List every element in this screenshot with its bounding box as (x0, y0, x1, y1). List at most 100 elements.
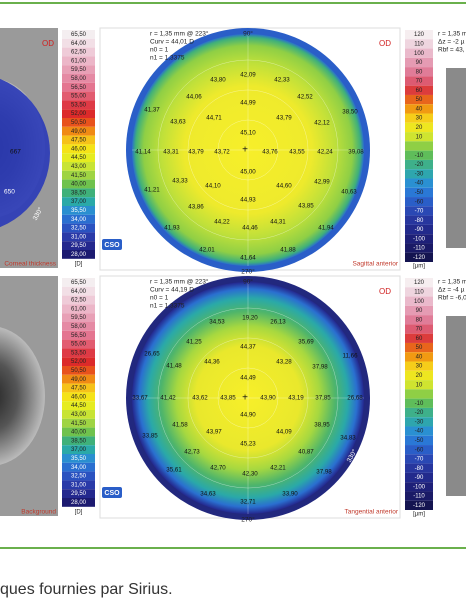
scale-label: 46,00 (71, 394, 87, 400)
scale-cell (405, 141, 433, 151)
scale-cell (62, 392, 95, 402)
scale-cell (405, 361, 433, 371)
scale-cell (405, 324, 433, 334)
scale-cell (405, 104, 433, 114)
reading: 42,21 (270, 465, 286, 472)
logo: CSO (104, 242, 120, 249)
scale-label: -40 (415, 181, 424, 187)
scale-cell (62, 286, 95, 296)
scale-cell (405, 352, 433, 362)
reading: 33,85 (142, 433, 158, 440)
scale-cell (62, 109, 95, 118)
scale-label: 50,50 (71, 120, 87, 126)
reading: 43,62 (192, 395, 208, 402)
scale-label: 47,50 (71, 386, 87, 392)
scale-label: -70 (415, 209, 424, 215)
scale-cell (62, 30, 95, 39)
map-info: Δz = -2 µ (438, 39, 465, 46)
scale-label: -90 (415, 475, 424, 481)
map-info: Rbf = 43, (438, 47, 465, 54)
scale-label: -50 (415, 438, 424, 444)
scale-label: 50 (416, 97, 423, 103)
scale-label: 64,00 (71, 41, 87, 47)
reading: 44,60 (276, 183, 292, 190)
scale-label: 90 (416, 308, 423, 314)
reading: 19,20 (242, 315, 258, 322)
scale-label: 31,00 (71, 482, 87, 488)
reading: 41,42 (160, 395, 176, 402)
scale-cell (62, 232, 95, 242)
reading: 40,63 (341, 189, 357, 196)
scale-cell (405, 150, 433, 160)
scale-cell (62, 153, 95, 162)
scale-cell (405, 132, 433, 142)
scale-label: 31,00 (71, 234, 87, 240)
scale-cell (405, 463, 433, 473)
scale-unit: [µm] (413, 512, 425, 518)
scale-label: 34,00 (71, 465, 87, 471)
scale-label: 60 (416, 336, 423, 342)
scale-cell (62, 241, 95, 250)
scale-cell (62, 427, 95, 437)
reading: 43,97 (206, 429, 222, 436)
reading: 45,23 (240, 441, 256, 448)
scale-cell (405, 380, 433, 390)
scale-label: 62,50 (71, 298, 87, 304)
scale-cell (62, 322, 95, 331)
reading: 34,53 (209, 319, 225, 326)
scale-label: 30 (416, 116, 423, 122)
scale-cell (405, 287, 433, 297)
logo-box (102, 239, 122, 250)
center-marker: + (242, 145, 248, 156)
reading: 40,87 (298, 449, 314, 456)
scale-label: 61,00 (71, 306, 87, 312)
scale-label: 50,50 (71, 368, 87, 374)
reading: 44,99 (240, 100, 256, 107)
reading: 43,79 (276, 115, 292, 122)
scale-label: -30 (415, 419, 424, 425)
map-info: Curv = 44,01 D (150, 39, 194, 46)
eye-photo (446, 68, 466, 248)
scale-cell (62, 118, 95, 127)
map-info: Rbf = -6,0 (438, 295, 466, 302)
scale-unit: [D] (75, 262, 83, 268)
scale-label: 46,00 (71, 146, 87, 152)
reading: 32,71 (240, 499, 256, 506)
scale-cell (405, 30, 433, 40)
scale-label: -20 (415, 162, 424, 168)
scale-label: 20 (416, 125, 423, 131)
scale-cell (405, 407, 433, 418)
scale-cell (62, 471, 95, 481)
scale-cell (62, 38, 95, 48)
scale-unit: [D] (75, 510, 83, 516)
scale-label: -60 (415, 447, 424, 453)
reading: 43,79 (188, 149, 204, 156)
scale-label: 120 (414, 280, 425, 286)
reading: 44,90 (240, 412, 256, 419)
scale-label: -30 (415, 171, 424, 177)
scale-cell (62, 339, 95, 349)
scale-label: 55,00 (71, 342, 87, 348)
scale-label: 61,00 (71, 58, 87, 64)
scale-label: 50 (416, 345, 423, 351)
eye-label: OD (379, 287, 391, 296)
scale-cell (62, 401, 95, 410)
reading: 38,95 (314, 422, 330, 429)
scale-cell (62, 436, 95, 446)
reading: 41,58 (172, 422, 188, 429)
reading: 43,85 (220, 395, 236, 402)
scale-cell (62, 498, 95, 507)
reading: 44,36 (204, 359, 220, 366)
reading: 35,69 (298, 339, 314, 346)
scale-label: -40 (415, 429, 424, 435)
scale-label: 53,50 (71, 350, 87, 356)
reading: 44,09 (276, 429, 292, 436)
reading: 37,98 (312, 364, 328, 371)
reading: 42,70 (210, 465, 226, 472)
scale-label: 30 (416, 364, 423, 370)
scale-cell (62, 214, 95, 224)
scale-label: 43,00 (71, 164, 87, 170)
reading: 42,30 (242, 471, 258, 478)
scale-label: -70 (415, 457, 424, 463)
